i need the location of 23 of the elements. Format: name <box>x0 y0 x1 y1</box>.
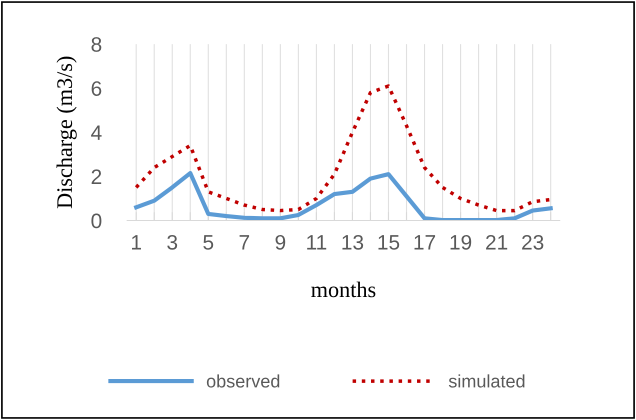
x-tick-label: 3 <box>167 234 178 250</box>
line-series <box>134 84 552 212</box>
y-tick-label: 8 <box>92 37 102 52</box>
x-tick-label: 9 <box>276 234 286 250</box>
x-tick-label: 23 <box>522 234 544 250</box>
x-tick-label: 21 <box>486 234 508 250</box>
y-axis-title: Discharge (m3/s) <box>56 56 77 208</box>
x-tick-label: 11 <box>307 235 326 250</box>
y-tick-label: 6 <box>92 81 102 96</box>
legend-label: simulated <box>448 374 524 388</box>
x-tick-label: 15 <box>378 235 400 250</box>
y-tick-label: 4 <box>91 126 102 140</box>
x-tick-label: 19 <box>450 234 472 250</box>
y-tick-label: 2 <box>92 169 102 184</box>
x-tick-label: 13 <box>342 234 364 250</box>
x-tick-label: 17 <box>414 235 436 250</box>
x-tick-label: 5 <box>203 235 214 250</box>
x-tick-label: 7 <box>240 235 250 250</box>
y-tick-label: 0 <box>91 214 102 228</box>
line-series <box>134 171 553 220</box>
x-axis-title: months <box>311 282 376 298</box>
x-tick-label: 1 <box>132 235 141 250</box>
legend-label: observed <box>206 374 280 388</box>
